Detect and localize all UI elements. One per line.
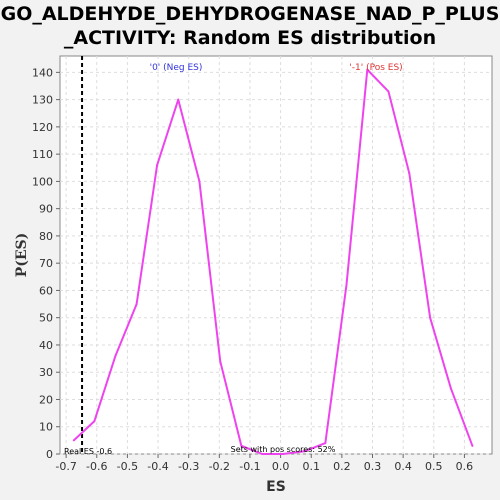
data-point bbox=[282, 453, 285, 455]
data-point bbox=[387, 90, 390, 93]
series-layer bbox=[72, 68, 474, 455]
chart-title-line-1: GO_ALDEHYDE_DEHYDROGENASE_NAD_P_PLUS bbox=[0, 3, 500, 25]
x-tick-label: 0.3 bbox=[364, 460, 382, 473]
y-tick-label: 120 bbox=[32, 121, 53, 134]
y-tick-label: 140 bbox=[32, 66, 53, 79]
data-point bbox=[303, 450, 306, 453]
y-tick-label: 40 bbox=[39, 339, 53, 352]
y-tick-label: 90 bbox=[39, 203, 53, 216]
x-tick-label: -0.6 bbox=[86, 460, 107, 473]
data-point bbox=[219, 360, 222, 363]
y-tick-label: 130 bbox=[32, 94, 53, 107]
x-tick-label: 0.6 bbox=[456, 460, 474, 473]
data-point bbox=[429, 316, 432, 319]
x-tick-label: 0.1 bbox=[302, 460, 320, 473]
data-point bbox=[261, 453, 264, 455]
x-tick-label: -0.3 bbox=[178, 460, 199, 473]
x-tick-label: 0.4 bbox=[394, 460, 412, 473]
chart-title-line-2: _ACTIVITY: Random ES distribution bbox=[63, 27, 437, 49]
y-tick-label: 50 bbox=[39, 312, 53, 325]
y-tick-label: 110 bbox=[32, 148, 53, 161]
x-tick-label: 0.5 bbox=[425, 460, 443, 473]
data-point bbox=[345, 283, 348, 286]
y-tick-label: 20 bbox=[39, 393, 53, 406]
x-tick-label: 0.0 bbox=[272, 460, 290, 473]
x-tick-label: -0.4 bbox=[147, 460, 168, 473]
y-tick-label: 100 bbox=[32, 175, 53, 188]
x-tick-label: -0.1 bbox=[239, 460, 260, 473]
data-point bbox=[72, 439, 75, 442]
x-axis-ticks: -0.7 -0.6 -0.5 -0.4 -0.3 -0.2 -0.1 0.0 0.1 0.2 0.3… bbox=[55, 454, 473, 473]
pos-scores-label: Sets with pos scores: 52% bbox=[231, 445, 336, 454]
data-point bbox=[471, 444, 474, 447]
data-point bbox=[449, 387, 452, 390]
data-point bbox=[240, 444, 243, 447]
pos-es-label: '-1' (Pos ES) bbox=[349, 63, 402, 73]
chart-title: GO_ALDEHYDE_DEHYDROGENASE_NAD_P_PLUS _AC… bbox=[0, 2, 500, 50]
y-axis-label: P(ES) bbox=[14, 233, 30, 278]
y-tick-label: 80 bbox=[39, 230, 53, 243]
y-tick-label: 70 bbox=[39, 257, 53, 270]
data-point bbox=[135, 303, 138, 306]
data-point bbox=[156, 164, 159, 167]
data-point bbox=[114, 354, 117, 357]
grid-lines bbox=[60, 56, 492, 455]
x-axis-label: ES bbox=[266, 479, 286, 495]
data-point bbox=[93, 420, 96, 423]
y-tick-label: 0 bbox=[46, 448, 53, 461]
x-tick-label: -0.5 bbox=[117, 460, 138, 473]
data-point bbox=[366, 68, 369, 71]
y-axis-ticks: 0 10 20 30 40 50 60 70 80 90 100 110 120 130 140 bbox=[32, 66, 60, 461]
real-es-label: Real ES -0.6 bbox=[64, 447, 112, 456]
y-tick-label: 60 bbox=[39, 284, 53, 297]
neg-es-label: '0' (Neg ES) bbox=[150, 63, 203, 73]
data-point bbox=[408, 172, 411, 175]
series-line bbox=[73, 68, 474, 455]
x-tick-label: 0.2 bbox=[333, 460, 351, 473]
y-tick-label: 10 bbox=[39, 421, 53, 434]
data-point bbox=[324, 442, 327, 445]
data-point bbox=[198, 180, 201, 183]
x-tick-label: -0.2 bbox=[209, 460, 230, 473]
plot-area bbox=[59, 55, 493, 455]
data-point bbox=[177, 98, 180, 101]
x-tick-label: -0.7 bbox=[55, 460, 76, 473]
y-tick-label: 30 bbox=[39, 366, 53, 379]
